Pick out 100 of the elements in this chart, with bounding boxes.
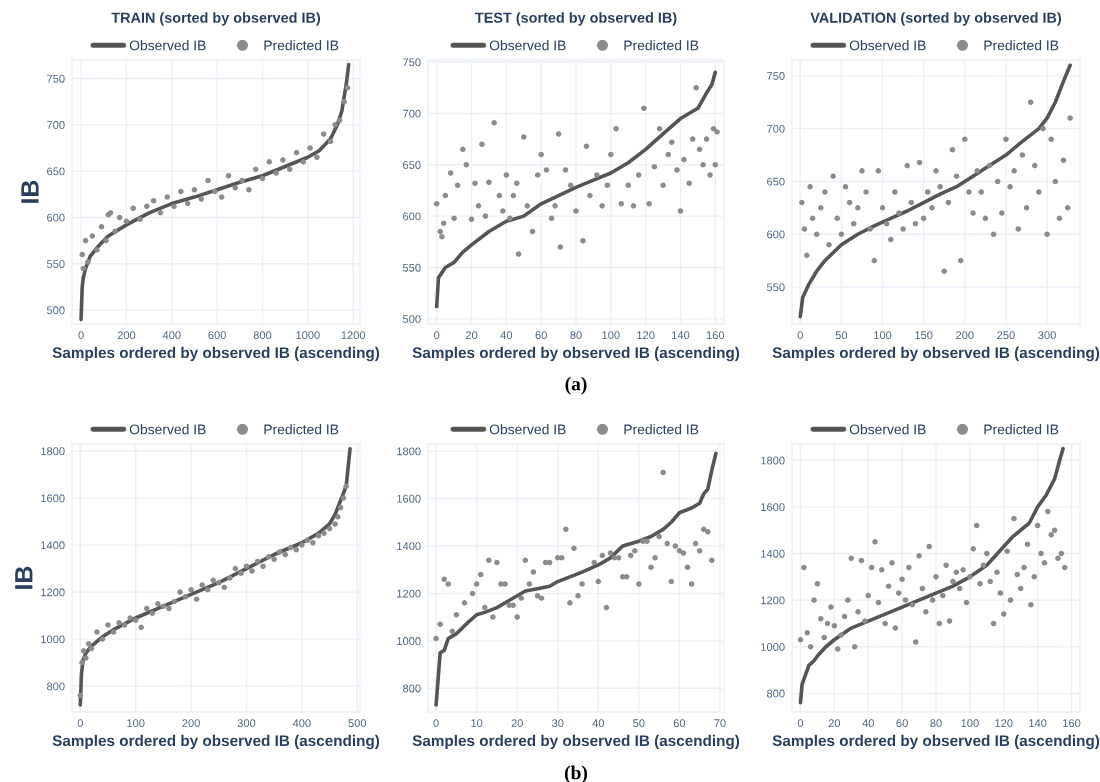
point — [149, 610, 156, 617]
point — [89, 233, 96, 239]
point — [150, 198, 157, 204]
line-series — [79, 62, 351, 322]
point — [80, 648, 87, 654]
point — [282, 551, 289, 558]
point — [314, 154, 320, 161]
point — [80, 265, 87, 272]
point — [239, 177, 245, 184]
point — [121, 622, 128, 628]
point — [320, 131, 327, 137]
point — [344, 85, 351, 91]
point — [138, 624, 145, 631]
point — [77, 692, 84, 699]
point — [265, 554, 272, 560]
point — [215, 579, 222, 586]
point — [210, 577, 217, 584]
point — [340, 495, 347, 501]
point — [94, 247, 100, 253]
point — [287, 544, 294, 551]
text: (a) — [565, 376, 587, 395]
point — [286, 166, 293, 173]
point — [221, 584, 228, 591]
line-series — [798, 446, 1065, 705]
point — [293, 149, 300, 156]
point — [164, 194, 171, 200]
point — [343, 483, 349, 490]
point — [99, 636, 106, 642]
point — [307, 145, 313, 151]
point — [88, 645, 95, 652]
point — [155, 601, 161, 607]
point — [103, 237, 109, 244]
point — [238, 570, 244, 577]
point — [143, 605, 150, 612]
point — [157, 210, 164, 216]
point — [315, 532, 322, 539]
point — [232, 185, 239, 191]
point — [252, 166, 259, 173]
point — [166, 605, 172, 612]
point — [304, 537, 311, 544]
point — [227, 575, 233, 581]
point — [137, 216, 143, 223]
point — [212, 188, 218, 195]
point — [299, 542, 305, 548]
point — [82, 237, 89, 244]
point — [127, 615, 133, 621]
point — [83, 655, 89, 661]
point — [79, 659, 85, 666]
point — [191, 186, 198, 193]
point — [332, 521, 338, 527]
point — [293, 547, 300, 553]
point — [198, 196, 205, 202]
line-series — [798, 63, 1072, 319]
point — [182, 594, 189, 600]
point — [110, 629, 117, 635]
point — [132, 617, 139, 624]
point — [326, 525, 333, 532]
point — [112, 228, 118, 235]
point — [130, 205, 137, 211]
point — [254, 558, 261, 565]
point — [280, 157, 286, 163]
point — [218, 194, 225, 200]
point — [335, 514, 341, 520]
point — [116, 214, 123, 221]
point — [204, 586, 211, 593]
point — [321, 530, 327, 537]
point — [260, 563, 266, 570]
point — [178, 188, 184, 195]
point — [199, 582, 205, 588]
y-axis-title: IB — [15, 566, 33, 589]
line-series — [434, 70, 718, 309]
point — [144, 203, 150, 210]
point — [276, 549, 283, 555]
point — [300, 159, 307, 165]
point — [246, 186, 252, 193]
point — [341, 98, 347, 105]
line-series — [78, 446, 352, 707]
point — [85, 259, 91, 265]
point — [160, 603, 167, 609]
point — [205, 177, 211, 184]
line-series — [434, 451, 718, 707]
point — [79, 251, 85, 258]
point — [105, 622, 111, 628]
point — [232, 565, 239, 572]
point — [225, 173, 232, 179]
point — [193, 596, 200, 602]
point — [266, 159, 273, 165]
point — [273, 170, 279, 176]
y-axis-title: IB — [21, 180, 39, 203]
point — [249, 568, 255, 574]
point — [177, 589, 183, 595]
point — [188, 586, 194, 593]
point — [337, 504, 344, 511]
point — [116, 619, 122, 626]
point — [271, 556, 277, 562]
point — [94, 629, 100, 635]
point — [259, 175, 266, 182]
point — [243, 563, 250, 570]
point — [85, 641, 92, 647]
point — [184, 200, 191, 207]
